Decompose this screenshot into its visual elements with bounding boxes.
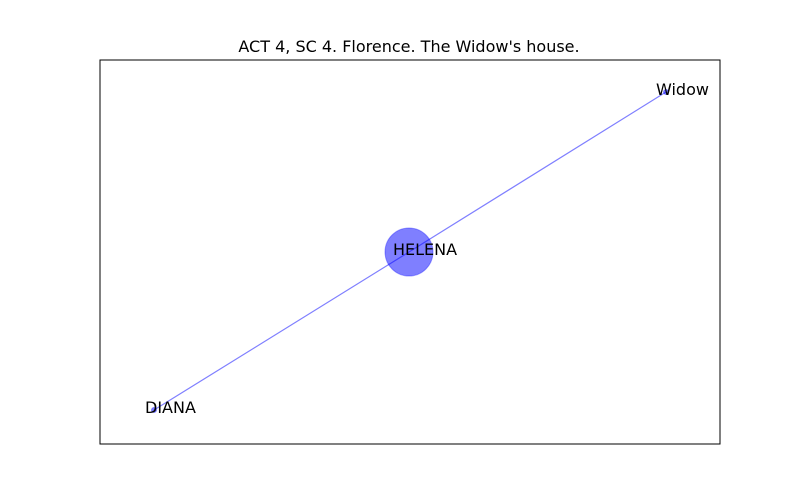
nodes-layer — [151, 89, 669, 413]
chart-title: ACT 4, SC 4. Florence. The Widow's house… — [238, 37, 579, 56]
edge-helena-diana — [153, 251, 410, 411]
node-helena — [384, 227, 434, 277]
node-diana — [151, 407, 157, 413]
edges-layer — [153, 91, 667, 411]
labels-layer: HELENA Widow DIANA — [145, 80, 709, 417]
node-label-widow: Widow — [656, 80, 709, 99]
node-widow — [663, 89, 669, 95]
node-label-helena: HELENA — [393, 240, 457, 259]
edge-widow-helena — [408, 91, 667, 253]
plot-frame — [99, 59, 721, 445]
node-label-diana: DIANA — [145, 398, 196, 417]
